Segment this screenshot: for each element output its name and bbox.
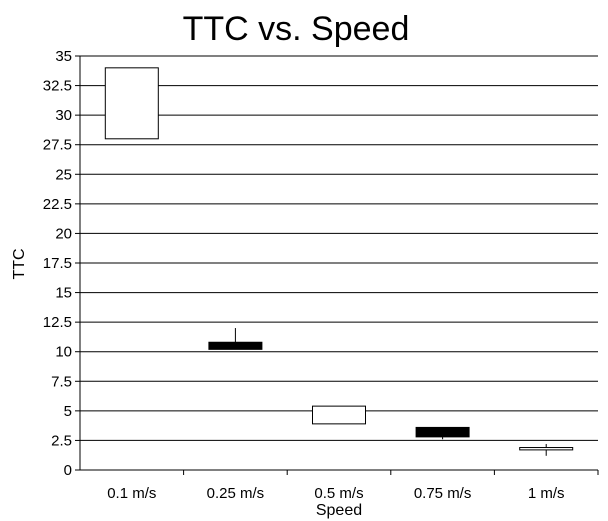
y-tick-label: 5 [64,403,72,420]
x-axis-label: Speed [316,502,362,519]
y-tick-label: 25 [55,166,72,183]
y-tick-label: 20 [55,225,72,242]
x-tick-label: 0.5 m/s [314,485,363,502]
y-tick-label: 0 [64,462,72,479]
box [519,447,574,451]
gridlines [80,55,598,441]
y-tick-label: 7.5 [51,373,72,390]
y-tick-label: 27.5 [43,137,72,154]
boxes [104,67,574,456]
y-tick-label: 35 [55,48,72,65]
y-tick-label: 15 [55,285,72,302]
x-tick-label: 1 m/s [528,485,565,502]
chart-title: TTC vs. Speed [183,10,410,48]
x-tick-label: 0.75 m/s [414,485,472,502]
y-tick-label: 17.5 [43,255,72,272]
y-tick-label: 10 [55,344,72,361]
y-tick-label: 30 [55,107,72,124]
box [104,67,159,140]
y-tick-label: 22.5 [43,196,72,213]
x-tick-label: 0.1 m/s [107,485,156,502]
x-tick-label: 0.25 m/s [207,485,265,502]
plot-area: 0 2.5 5 7.5 10 12.5 15 17.5 20 22.5 25 27.5 30 32.5 35… [43,48,599,502]
box [415,426,470,438]
box [208,341,263,350]
y-tick-label: 2.5 [51,432,72,449]
box [312,405,366,425]
y-tick-label: 12.5 [43,314,72,331]
y-tick-label: 32.5 [43,78,72,95]
tick-labels: 0 2.5 5 7.5 10 12.5 15 17.5 20 22.5 25 27.5 30 32.5 35… [43,48,565,502]
axes [75,55,599,475]
y-axis-label: TTC [11,248,28,279]
